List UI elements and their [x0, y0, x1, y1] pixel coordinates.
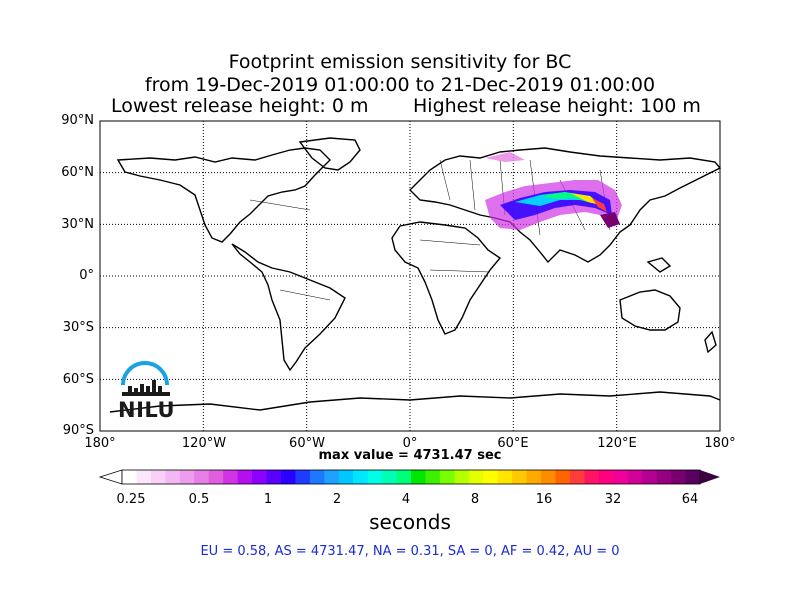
footprint-plume — [485, 152, 622, 230]
colorbar-swatch — [468, 470, 484, 484]
colorbar-tick: 8 — [470, 492, 480, 507]
colorbar-tick: 16 — [535, 492, 553, 507]
colorbar-tick: 32 — [604, 492, 622, 507]
lat-label-60s: 60°S — [62, 372, 94, 387]
colorbar-swatch — [338, 470, 354, 484]
lat-label-0: 0° — [79, 268, 94, 283]
colorbar-swatch — [671, 470, 687, 484]
colorbar-max-arrow — [700, 470, 720, 484]
colorbar-swatch — [439, 470, 455, 484]
colorbar-swatch — [627, 470, 643, 484]
colorbar-swatch — [396, 470, 412, 484]
colorbar-swatch — [382, 470, 398, 484]
nilu-logo-text: NILU — [118, 398, 176, 422]
lat-label-90n: 90°N — [61, 113, 94, 128]
colorbar-outline — [121, 469, 701, 485]
colorbar-swatch — [483, 470, 499, 484]
colorbar-swatch — [266, 470, 282, 484]
colorbar-swatch — [179, 470, 195, 484]
colorbar-swatch — [656, 470, 672, 484]
lon-label-180e: 180° — [704, 436, 736, 451]
colorbar-tick: 64 — [681, 492, 699, 507]
colorbar-tick: 1 — [263, 492, 273, 507]
colorbar-unit-label: seconds — [369, 510, 451, 534]
colorbar — [98, 469, 720, 485]
colorbar-swatch — [512, 470, 528, 484]
region-summary: EU = 0.58, AS = 4731.47, NA = 0.31, SA =… — [200, 544, 620, 559]
colorbar-swatch — [353, 470, 369, 484]
lon-label-0: 0° — [402, 436, 418, 451]
colorbar-swatch — [526, 470, 542, 484]
colorbar-swatch — [685, 470, 701, 484]
lon-label-60w: 60°W — [289, 436, 325, 451]
colorbar-swatch — [309, 470, 325, 484]
lon-label-120w: 120°W — [181, 436, 227, 451]
colorbar-swatch — [150, 470, 166, 484]
lat-label-30n: 30°N — [61, 217, 94, 232]
nilu-logo-skyline — [122, 380, 170, 396]
title-line-1: Footprint emission sensitivity for BC — [228, 51, 572, 73]
colorbar-swatch — [425, 470, 441, 484]
colorbar-tick: 0.5 — [188, 492, 210, 507]
colorbar-swatch — [569, 470, 585, 484]
colorbar-swatch — [411, 470, 426, 484]
colorbar-swatch — [367, 470, 383, 484]
lat-label-90s: 90°S — [62, 423, 94, 438]
colorbar-swatch — [208, 470, 224, 484]
colorbar-tick: 4 — [401, 492, 411, 507]
colorbar-min-arrow — [98, 469, 123, 485]
colorbar-swatch — [598, 470, 614, 484]
colorbar-swatch — [280, 470, 296, 484]
colorbar-swatch — [454, 470, 470, 484]
nilu-logo-arc — [121, 361, 169, 386]
lon-label-60e: 60°E — [497, 436, 529, 451]
colorbar-swatch — [613, 470, 629, 484]
colorbar-swatch — [324, 470, 340, 484]
colorbar-swatch — [252, 470, 267, 484]
colorbar-tick: 0.25 — [116, 492, 146, 507]
colorbar-swatch — [584, 470, 600, 484]
lon-label-120e: 120°E — [597, 436, 637, 451]
colorbar-tick: 2 — [332, 492, 342, 507]
colorbar-swatch — [194, 470, 210, 484]
title-line-2: from 19-Dec-2019 01:00:00 to 21-Dec-2019… — [144, 74, 656, 96]
lat-label-60n: 60°N — [61, 165, 94, 180]
colorbar-swatch — [223, 470, 239, 484]
colorbar-swatch — [136, 470, 152, 484]
nilu-logo — [121, 361, 170, 396]
colorbar-swatch — [237, 470, 253, 484]
title-release-low: Lowest release height: 0 m — [111, 95, 369, 117]
colorbar-swatch — [642, 470, 658, 484]
max-value-label: max value = 4731.47 sec — [318, 448, 502, 463]
colorbar-swatch — [555, 470, 571, 484]
colorbar-swatch — [165, 470, 181, 484]
colorbar-swatch — [541, 470, 556, 484]
lat-label-30s: 30°S — [62, 320, 94, 335]
colorbar-swatch — [122, 470, 137, 484]
colorbar-swatch — [295, 470, 311, 484]
title-release-high: Highest release height: 100 m — [413, 95, 701, 117]
colorbar-swatch — [497, 470, 513, 484]
lon-label-180w: 180° — [84, 436, 116, 451]
